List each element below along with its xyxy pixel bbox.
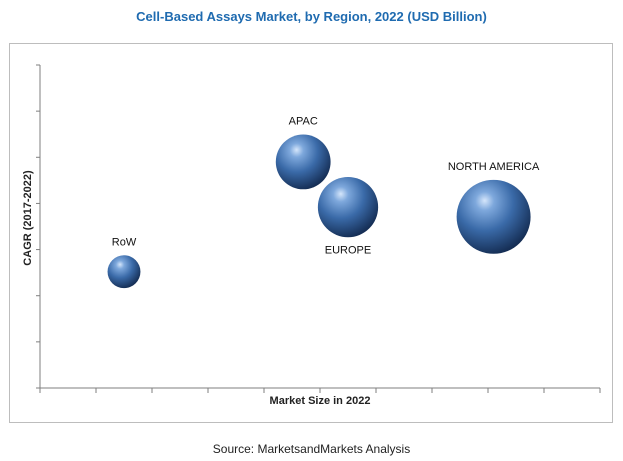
chart-title: Cell-Based Assays Market, by Region, 202…	[136, 9, 487, 24]
bubble-apac	[275, 134, 331, 190]
bubble-labels: APAC EUROPE NORTH AMERICA RoW	[112, 116, 540, 257]
bubble-europe	[317, 176, 379, 238]
bubble-label-north-america: NORTH AMERICA	[448, 161, 540, 173]
bubble-label-row: RoW	[112, 236, 137, 248]
bubble-label-europe: EUROPE	[325, 244, 371, 256]
bubble-label-apac: APAC	[289, 116, 318, 128]
source-note: Source: MarketsandMarkets Analysis	[212, 442, 411, 456]
chart-frame	[9, 43, 613, 423]
x-axis-label: Market Size in 2022	[270, 395, 371, 407]
y-axis-ticks	[36, 64, 40, 389]
x-axis-ticks	[39, 388, 601, 393]
y-axis-label: CAGR (2017-2022)	[22, 170, 34, 266]
bubble-row	[107, 255, 141, 289]
bubble-series	[107, 134, 531, 289]
bubble-north-america	[456, 179, 531, 254]
